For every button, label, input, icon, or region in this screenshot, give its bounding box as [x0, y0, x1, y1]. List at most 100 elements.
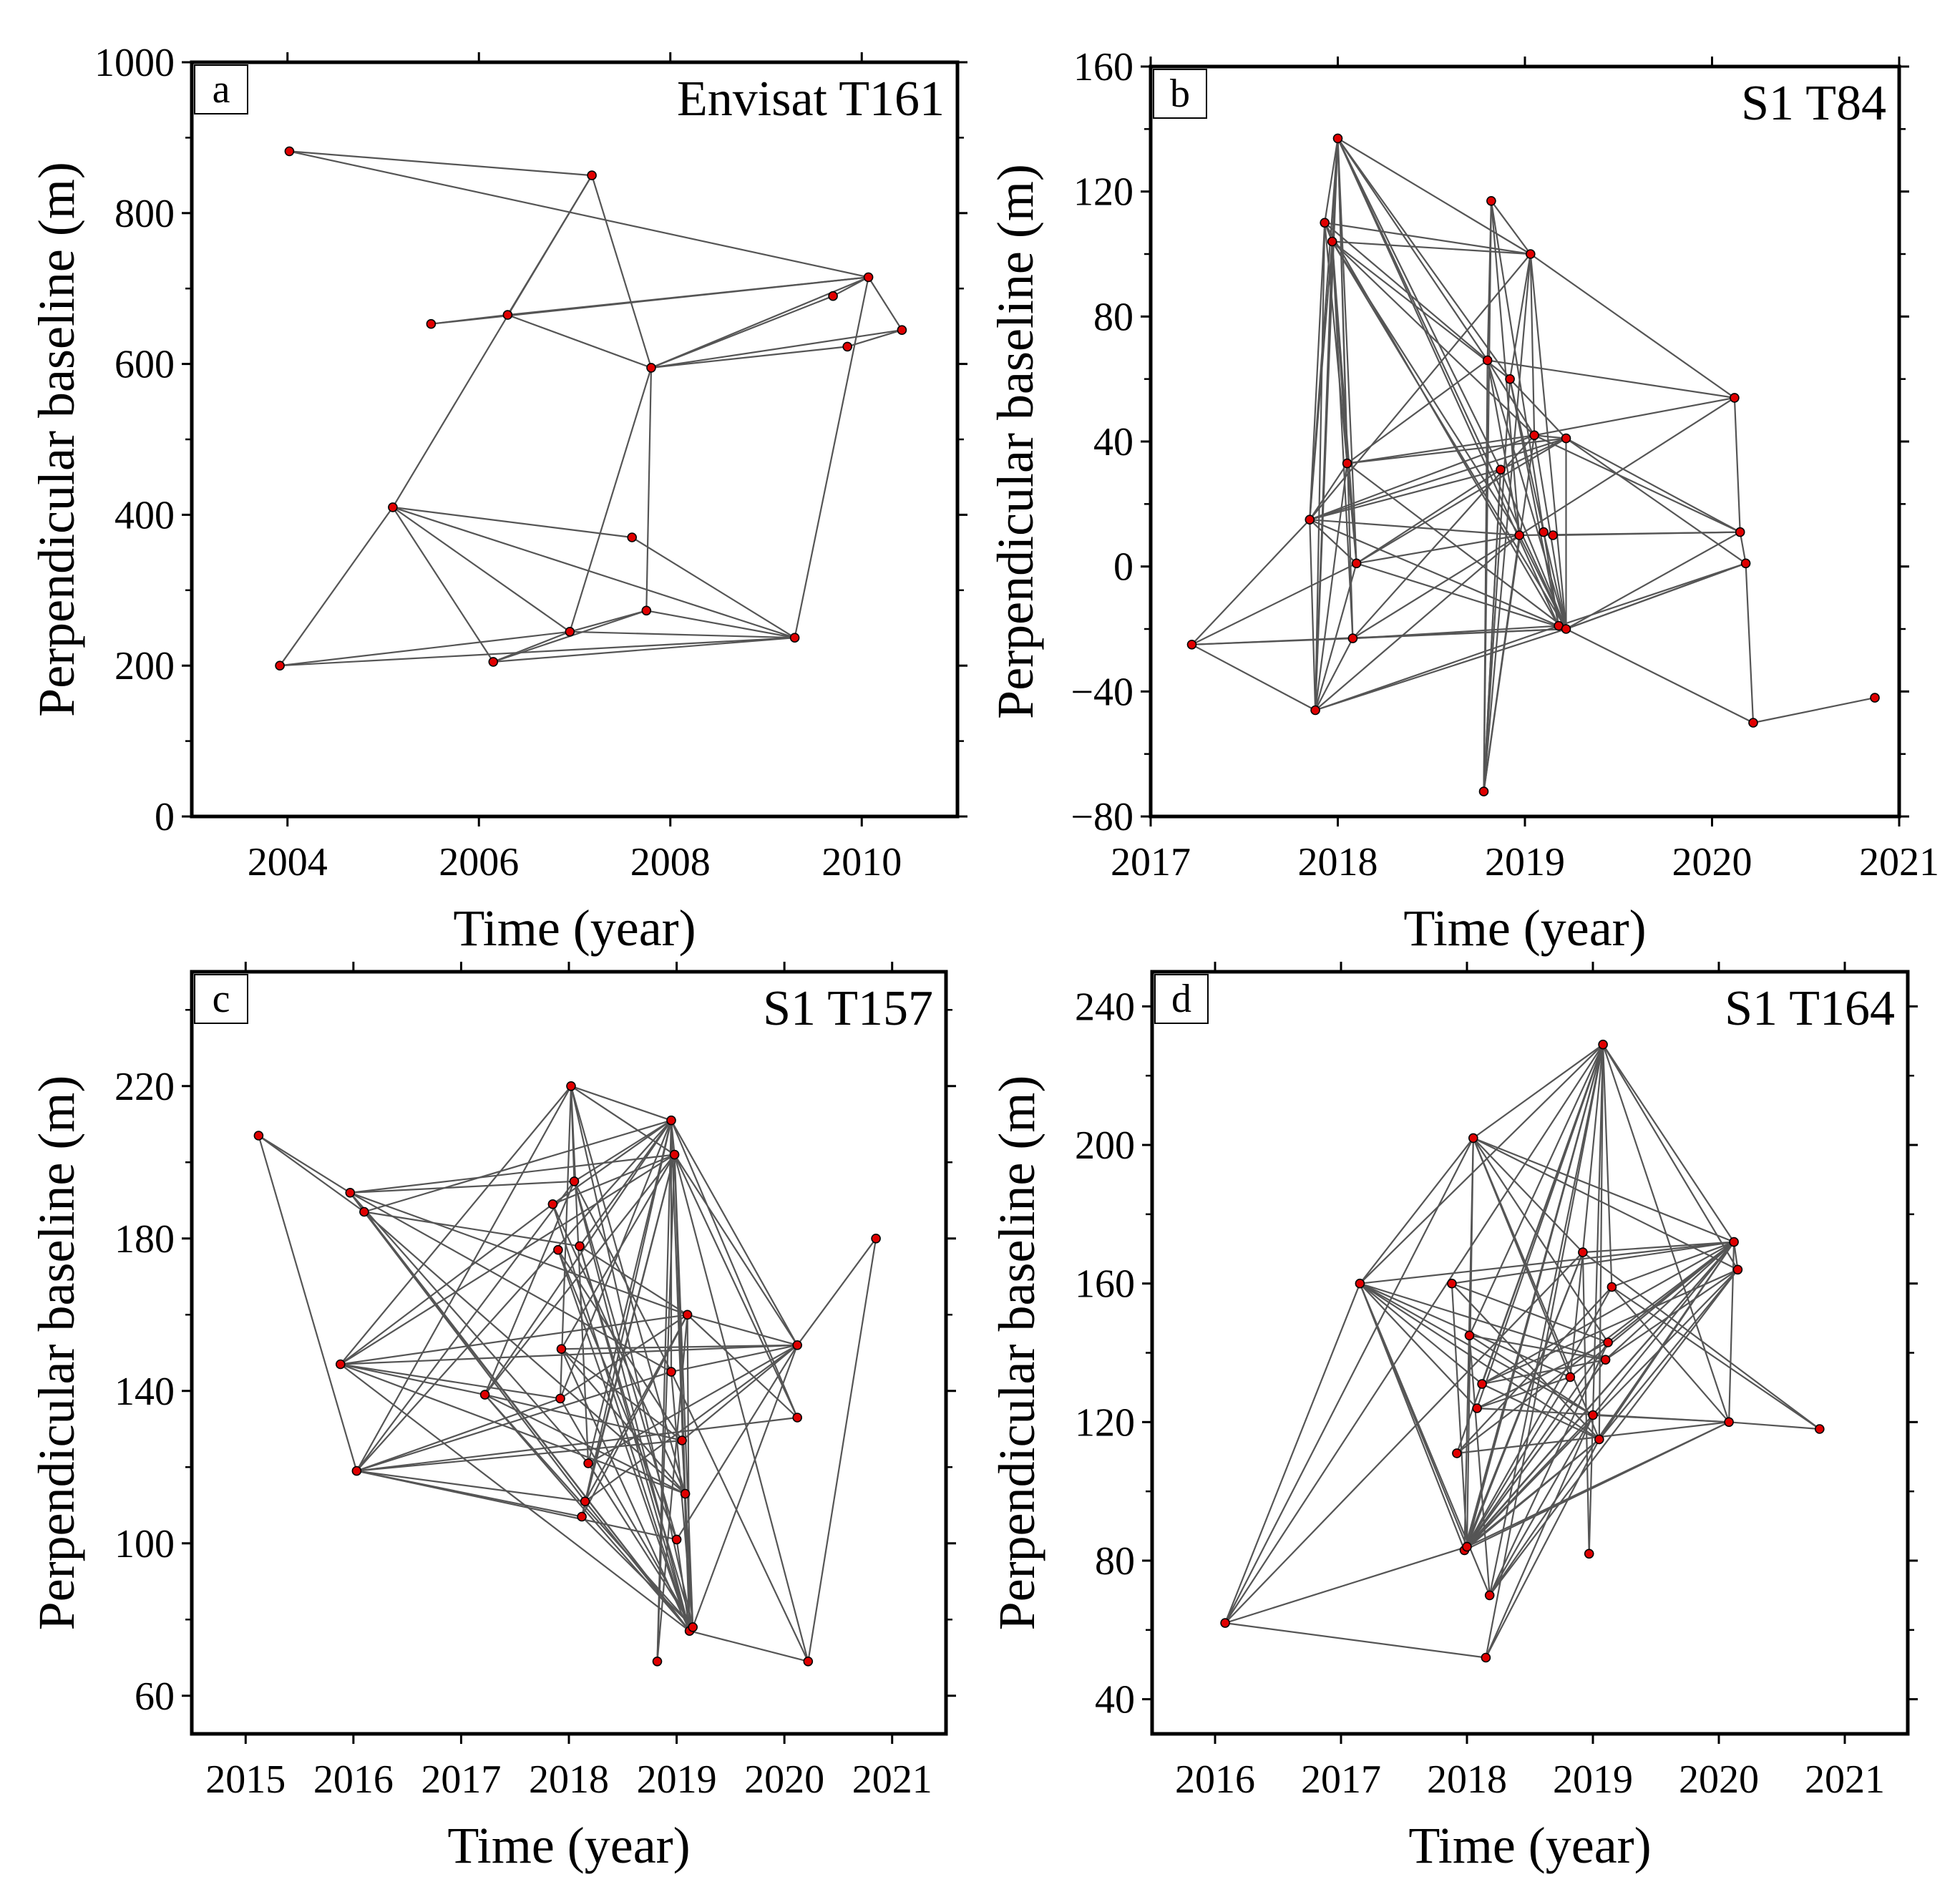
network-edge — [1359, 1137, 1474, 1284]
axis-ticks: 2015 2016 2017 2018 2019 2020 2021 60 100 140 180 2… — [114, 962, 956, 1802]
acquisition-point — [677, 1435, 687, 1445]
network-edge — [1309, 223, 1326, 520]
network-edge — [258, 1135, 358, 1471]
network-edge — [1359, 1282, 1571, 1378]
network-edge — [1337, 138, 1354, 639]
network-edge — [1483, 379, 1511, 792]
network-edge — [570, 1085, 672, 1121]
network-nodes — [253, 1081, 881, 1667]
network-edge — [356, 1371, 672, 1472]
network-edge — [1604, 1241, 1735, 1361]
network-edge — [794, 277, 869, 638]
network-edge — [552, 1119, 672, 1205]
acquisition-point — [359, 1206, 369, 1217]
x-tick-label: 2021 — [852, 1757, 932, 1802]
network-edge — [671, 1344, 798, 1373]
acquisition-point — [897, 325, 907, 336]
network-edge — [673, 1154, 799, 1346]
network-edge — [671, 1371, 809, 1662]
chart-title: S1 T157 — [763, 981, 933, 1036]
network-edge — [676, 1345, 799, 1540]
panel-label: b — [1170, 72, 1190, 116]
x-axis-label: Time (year) — [1408, 1817, 1651, 1874]
network-edge — [1490, 200, 1521, 536]
network-edge — [1476, 1342, 1609, 1409]
network-edge — [340, 1154, 676, 1365]
network-edge — [1588, 1044, 1604, 1554]
acquisition-point — [1598, 1039, 1608, 1050]
network-edge — [557, 1249, 691, 1632]
acquisition-point — [1484, 1590, 1495, 1601]
network-edge — [258, 1135, 351, 1194]
x-tick-label: 2017 — [1301, 1757, 1381, 1802]
network-edge — [1486, 360, 1521, 536]
network-edge — [1331, 240, 1567, 630]
x-tick-label: 2008 — [630, 840, 711, 884]
network-edge — [1581, 1044, 1604, 1253]
network-edge — [507, 276, 869, 316]
network-edge — [573, 1181, 678, 1540]
acquisition-point — [1526, 249, 1536, 259]
network-edge — [1481, 1241, 1735, 1385]
network-edge — [1191, 562, 1357, 645]
network-edge — [692, 1345, 799, 1628]
y-tick-label: −40 — [1071, 670, 1133, 714]
acquisition-point — [842, 341, 852, 352]
network-edge — [1487, 359, 1735, 399]
acquisition-point — [1565, 1372, 1576, 1382]
network-edge — [1456, 1286, 1613, 1454]
acquisition-point — [1464, 1330, 1475, 1341]
network-edge — [1602, 1044, 1735, 1243]
network-edge — [1466, 1252, 1584, 1548]
network-edge — [656, 1120, 673, 1662]
network-edge — [560, 1398, 694, 1628]
network-edge — [560, 1348, 683, 1441]
network-edge — [1337, 137, 1488, 361]
network-edge — [1611, 1286, 1820, 1430]
network-edge — [1315, 463, 1348, 711]
axis-ticks: 2016 2017 2018 2019 2020 2021 40 80 120 160 200 240 — [1075, 962, 1918, 1802]
network-edge — [340, 1314, 688, 1365]
network-edge — [1337, 137, 1511, 380]
acquisition-point — [388, 502, 398, 512]
y-tick-label: 120 — [1073, 170, 1133, 215]
y-tick-label: 220 — [114, 1065, 175, 1109]
network-edge — [1324, 138, 1339, 223]
acquisition-point — [652, 1657, 663, 1667]
network-edge — [581, 1516, 693, 1628]
acquisition-point — [1472, 1403, 1482, 1413]
network-edge — [1309, 138, 1339, 520]
network-edge — [1534, 434, 1566, 439]
acquisition-point — [566, 1081, 576, 1091]
network-edge — [656, 1315, 688, 1662]
network-edge — [1566, 562, 1746, 630]
network-edge — [280, 637, 795, 667]
acquisition-point — [1529, 430, 1539, 441]
acquisition-point — [583, 1458, 593, 1468]
network-edge — [1581, 1252, 1590, 1554]
network-edge — [673, 1154, 694, 1627]
y-tick-label: 40 — [1093, 420, 1133, 464]
network-edge — [1352, 628, 1566, 640]
network-edge — [1310, 519, 1520, 537]
network-edge — [1191, 519, 1311, 645]
acquisition-point — [1468, 1133, 1478, 1143]
acquisition-point — [1342, 458, 1352, 469]
y-tick-label: −80 — [1071, 795, 1133, 839]
network-edge — [1352, 535, 1520, 640]
y-tick-label: 800 — [114, 192, 175, 236]
acquisition-point — [1482, 355, 1493, 366]
plot-frame — [190, 60, 960, 819]
network-edge — [673, 1154, 809, 1662]
network-edge — [684, 1493, 691, 1632]
network-edge — [258, 1135, 365, 1213]
acquisition-point — [789, 633, 800, 643]
network-edge — [1315, 638, 1354, 711]
network-edge — [1565, 437, 1747, 565]
network-edge — [646, 610, 795, 639]
network-edge — [507, 314, 652, 369]
acquisition-point — [253, 1131, 264, 1141]
acquisition-point — [1561, 624, 1571, 634]
x-tick-label: 2018 — [529, 1757, 609, 1802]
network-edge — [349, 1192, 589, 1464]
